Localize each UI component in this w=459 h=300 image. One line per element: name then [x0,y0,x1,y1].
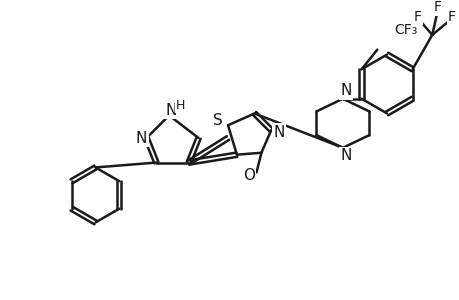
Text: F: F [447,10,455,24]
Text: F: F [432,0,440,14]
Text: N: N [273,124,284,140]
Text: CF₃: CF₃ [393,23,416,37]
Text: N: N [165,103,176,118]
Text: O: O [242,168,254,183]
Text: H: H [176,99,185,112]
Text: N: N [136,130,147,146]
Text: N: N [339,83,351,98]
Text: S: S [213,113,223,128]
Text: F: F [413,10,420,24]
Text: N: N [339,148,351,163]
